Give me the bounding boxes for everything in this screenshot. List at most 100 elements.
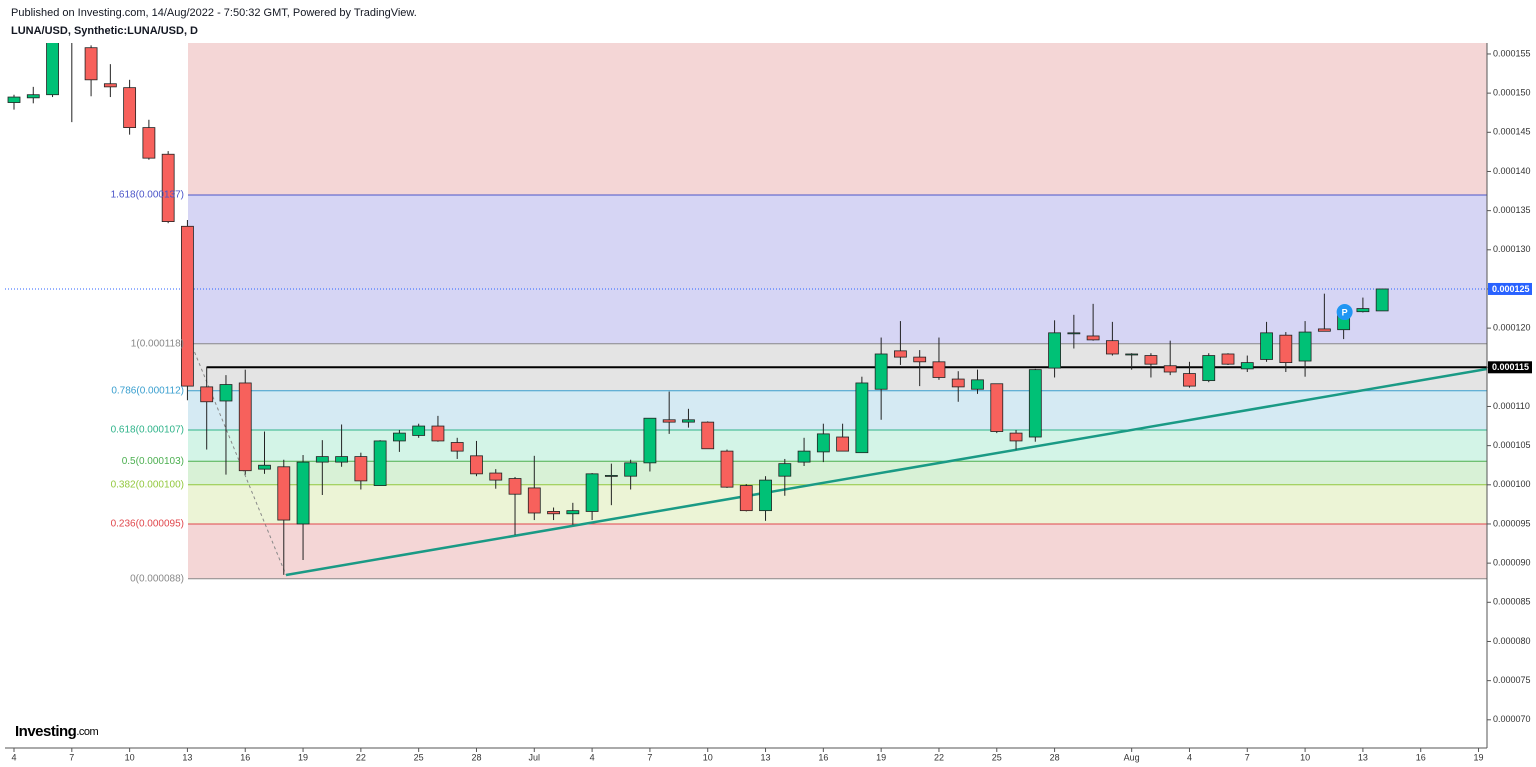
- candle-body: [1028, 369, 1042, 438]
- x-tick-label: 7: [69, 752, 74, 762]
- candle-body: [1105, 340, 1119, 355]
- x-tick-label: 4: [1187, 752, 1192, 762]
- candle-body: [662, 419, 676, 423]
- candle-body: [951, 378, 965, 388]
- y-tick-label: 0.000140: [1493, 166, 1531, 176]
- candle-body: [547, 511, 560, 515]
- candle-body: [759, 479, 772, 512]
- candle-body: [142, 127, 156, 159]
- x-tick-label: 19: [1474, 752, 1484, 762]
- candle-body: [450, 442, 464, 452]
- x-tick-label: 10: [1300, 752, 1310, 762]
- candle-body: [354, 456, 368, 482]
- candle-body: [26, 94, 40, 99]
- candle-body: [971, 379, 984, 390]
- y-tick-label: 0.000080: [1493, 636, 1531, 646]
- x-tick-label: 4: [590, 752, 595, 762]
- candle-body: [238, 382, 252, 472]
- candle-body: [489, 472, 503, 481]
- candle-body: [1009, 432, 1023, 442]
- fib-label: 0.236(0.000095): [111, 519, 184, 530]
- price-box-label: 0.000125: [1492, 284, 1530, 294]
- candle-body: [181, 225, 194, 387]
- candle-body: [1144, 355, 1158, 365]
- candle-body: [335, 456, 348, 463]
- candle-body: [1298, 331, 1312, 362]
- candle-body: [1202, 355, 1216, 382]
- candle-body: [103, 83, 117, 88]
- x-tick-label: 10: [125, 752, 135, 762]
- candle-body: [7, 96, 21, 103]
- x-tick-label: 16: [818, 752, 828, 762]
- candle-body: [1240, 362, 1254, 370]
- candle-body: [470, 455, 483, 475]
- marker-circle: [1336, 304, 1353, 321]
- candle-body: [258, 464, 271, 470]
- candle-body: [720, 450, 734, 488]
- fib-band: [188, 523, 1487, 579]
- candle-body: [604, 474, 618, 477]
- y-tick-label: 0.000100: [1493, 479, 1531, 489]
- fib-band: [188, 484, 1487, 524]
- x-tick-label: 13: [182, 752, 192, 762]
- candle-body: [200, 386, 214, 403]
- x-tick-label: 4: [11, 752, 16, 762]
- candle-body: [990, 383, 1004, 432]
- x-tick-label: 10: [703, 752, 713, 762]
- x-tick-label: 13: [1358, 752, 1368, 762]
- x-tick-label: 22: [934, 752, 944, 762]
- candle-body: [84, 47, 98, 81]
- price-box-label: 0.000115: [1492, 362, 1529, 372]
- candle-body: [412, 425, 426, 436]
- fib-label: 0.786(0.000112): [111, 385, 184, 396]
- fib-label: 1.618(0.000137): [111, 190, 184, 201]
- candle-body: [46, 43, 59, 96]
- x-tick-label: 19: [298, 752, 308, 762]
- x-tick-label: 28: [471, 752, 481, 762]
- candle-body: [219, 384, 233, 402]
- x-tick-label: 13: [761, 752, 771, 762]
- candle-body: [277, 466, 291, 521]
- candle-body: [778, 463, 792, 477]
- candle-body: [1086, 335, 1100, 341]
- fib-label: 0(0.000088): [130, 573, 184, 584]
- trend-line: [285, 367, 1487, 577]
- candle-body: [373, 440, 387, 486]
- fib-band: [188, 43, 1487, 195]
- candle-body: [1067, 332, 1081, 335]
- candle-body: [855, 382, 869, 454]
- candle-body: [797, 450, 811, 463]
- y-tick-label: 0.000150: [1493, 88, 1531, 98]
- candle-body: [1221, 353, 1235, 365]
- candle-body: [161, 153, 175, 223]
- candle-body: [624, 462, 638, 477]
- candle-body: [123, 87, 137, 129]
- candle-body: [1317, 328, 1331, 332]
- candle-body: [527, 487, 541, 514]
- candle-body: [585, 473, 599, 512]
- publish-info: Published on Investing.com, 14/Aug/2022 …: [11, 7, 417, 19]
- y-tick-label: 0.000085: [1493, 597, 1531, 607]
- y-tick-label: 0.000135: [1493, 205, 1531, 215]
- y-tick-label: 0.000145: [1493, 127, 1531, 137]
- symbol-title: LUNA/USD, Synthetic:LUNA/USD, D: [11, 25, 199, 37]
- fib-band: [188, 390, 1487, 430]
- y-tick-label: 0.000090: [1493, 558, 1531, 568]
- fib-label: 0.382(0.000100): [111, 479, 184, 490]
- price-box: [1488, 282, 1532, 295]
- candle-body: [739, 485, 753, 512]
- candle-body: [682, 419, 695, 423]
- candle-body: [913, 356, 927, 363]
- x-tick-label: Aug: [1124, 752, 1140, 762]
- candle-body: [315, 456, 329, 463]
- candle-body: [1279, 334, 1293, 363]
- candle-body: [836, 436, 850, 452]
- price-box: [1488, 361, 1532, 374]
- candle-body: [932, 361, 946, 378]
- candle-body: [1260, 332, 1273, 360]
- logo-suffix: .com: [76, 726, 98, 738]
- x-tick-label: 28: [1050, 752, 1060, 762]
- candle-body: [874, 353, 888, 390]
- y-tick-label: 0.000070: [1493, 714, 1531, 724]
